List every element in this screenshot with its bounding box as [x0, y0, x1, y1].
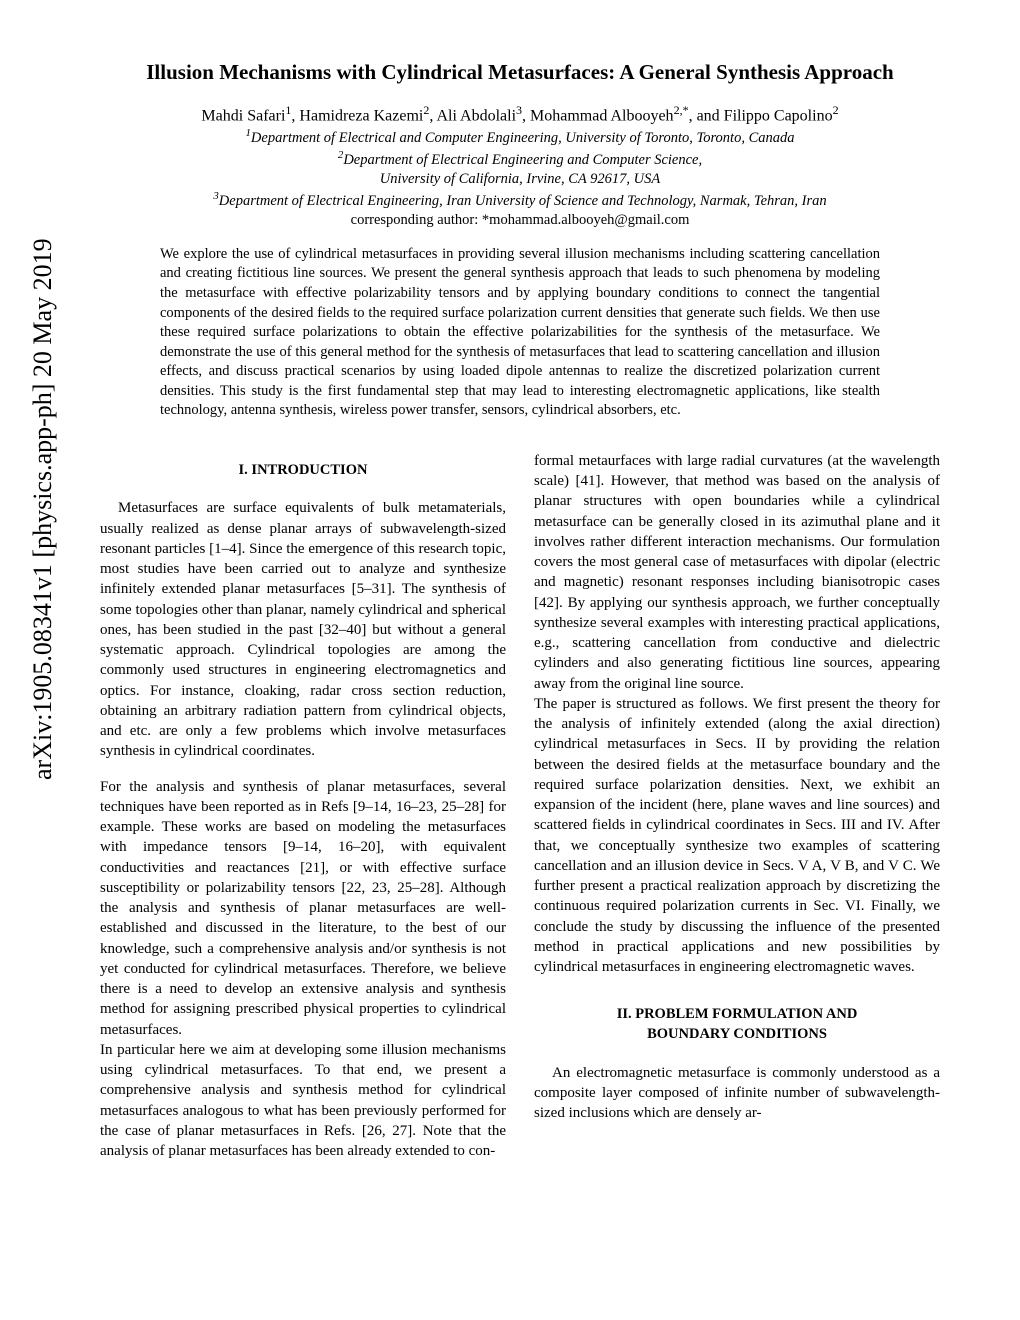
corresponding-author: corresponding author: *mohammad.albooyeh… [100, 212, 940, 229]
paragraph: Metasurfaces are surface equivalents of … [100, 498, 506, 761]
paragraph: formal metaurfaces with large radial cur… [534, 453, 940, 692]
affiliation-1: 1Department of Electrical and Computer E… [100, 127, 940, 147]
page-content: Illusion Mechanisms with Cylindrical Met… [0, 0, 1020, 1201]
author-list: Mahdi Safari1, Hamidreza Kazemi2, Ali Ab… [100, 103, 940, 125]
paper-title: Illusion Mechanisms with Cylindrical Met… [100, 60, 940, 85]
affiliation-2: 2Department of Electrical Engineering an… [100, 149, 940, 169]
paragraph: For the analysis and synthesis of planar… [100, 779, 506, 1038]
abstract-text: We explore the use of cylindrical metasu… [160, 245, 880, 421]
paragraph: The paper is structured as follows. We f… [534, 696, 940, 975]
affiliation-2b: University of California, Irvine, CA 926… [100, 171, 940, 188]
right-column: formal metaurfaces with large radial cur… [534, 451, 940, 1162]
section-1-heading: I. INTRODUCTION [100, 461, 506, 481]
arxiv-identifier: arXiv:1905.08341v1 [physics.app-ph] 20 M… [28, 238, 58, 780]
affiliation-3: 3Department of Electrical Engineering, I… [100, 190, 940, 210]
section-2-heading: II. PROBLEM FORMULATION AND BOUNDARY CON… [534, 1005, 940, 1044]
two-column-body: I. INTRODUCTION Metasurfaces are surface… [100, 451, 940, 1162]
left-column: I. INTRODUCTION Metasurfaces are surface… [100, 451, 506, 1162]
paragraph: An electromagnetic metasurface is common… [534, 1063, 940, 1124]
paragraph: In particular here we aim at developing … [100, 1042, 506, 1159]
